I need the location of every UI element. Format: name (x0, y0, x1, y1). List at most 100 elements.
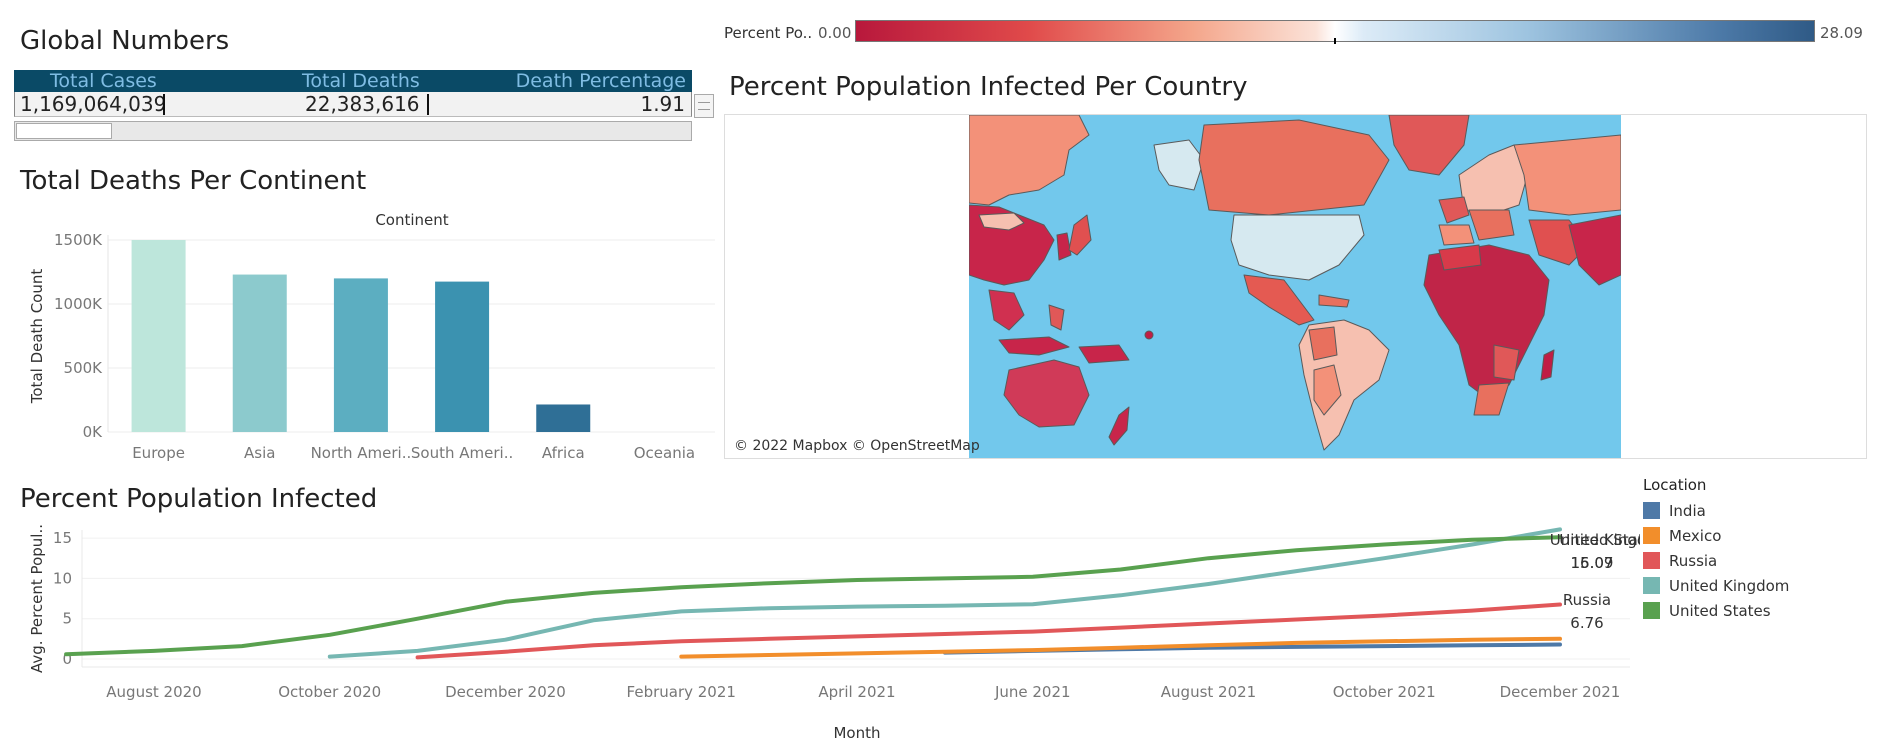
legend-label: United States (1669, 601, 1771, 620)
world-map[interactable] (969, 115, 1621, 458)
end-label-name: United Kingdom (1550, 531, 1640, 549)
value-total-cases: 1,169,064,039 (20, 92, 167, 116)
table-vertical-scrollbar[interactable] (694, 94, 714, 118)
country-shape (1438, 196, 1470, 224)
country-shape (1198, 119, 1390, 216)
color-legend-max: 28.09 (1820, 24, 1863, 42)
global-numbers-title: Global Numbers (20, 26, 230, 56)
country-shape (1153, 139, 1205, 191)
legend-label: Russia (1669, 551, 1718, 570)
country-shape (988, 289, 1025, 331)
y-tick-label: 15 (53, 529, 72, 547)
x-tick-label: North Ameri.. (311, 444, 412, 462)
x-tick-label: August 2020 (106, 683, 201, 701)
bar (333, 278, 388, 432)
y-tick-label: 5 (62, 610, 72, 628)
y-tick-label: 1000K (54, 295, 103, 313)
country-shape (1003, 359, 1090, 428)
country-shape (1473, 382, 1510, 416)
header-total-deaths: Total Deaths (302, 70, 420, 92)
legend-item-russia[interactable]: Russia (1643, 548, 1789, 573)
x-tick-label: June 2021 (994, 683, 1071, 701)
continent-bar-chart: Continent 0K 500K 1000K 1500K Total Death Cou… (28, 211, 715, 462)
continent-chart-title: Total Deaths Per Continent (20, 166, 367, 196)
legend-swatch (1643, 577, 1660, 594)
country-shape (1318, 294, 1350, 308)
x-tick-label: Oceania (634, 444, 695, 462)
series-line (327, 527, 1562, 659)
bar (435, 281, 490, 432)
scrollbar-thumb[interactable] (16, 123, 112, 139)
x-axis-title: Month (833, 724, 880, 740)
series-line (679, 636, 1562, 659)
country-shape (1513, 134, 1621, 216)
bar (536, 404, 591, 432)
series-line (64, 535, 1562, 657)
world-map-shapes (969, 115, 1621, 451)
end-label-name: Russia (1563, 591, 1611, 609)
island-shape (1540, 349, 1555, 381)
x-tick-label: Asia (244, 444, 275, 462)
infected-chart-title: Percent Population Infected (20, 484, 378, 514)
end-label-name: United States (1559, 531, 1640, 549)
x-tick-label: August 2021 (1161, 683, 1256, 701)
table-row[interactable]: 1,169,064,039 22,383,616 1.91 (14, 92, 692, 117)
island-shape (1144, 330, 1154, 340)
legend-item-united-kingdom[interactable]: United Kingdom (1643, 573, 1789, 598)
color-legend-min: 0.00 (818, 24, 852, 42)
country-shape (978, 212, 1025, 231)
map-attribution: © 2022 Mapbox © OpenStreetMap (734, 438, 980, 454)
country-shape (1388, 115, 1470, 176)
y-axis-title: Total Death Count (28, 269, 46, 405)
y-tick-label: 500K (64, 359, 104, 377)
legend-label: Mexico (1669, 526, 1722, 545)
cell-separator (427, 94, 429, 115)
legend-item-india[interactable]: India (1643, 498, 1789, 523)
x-tick-label: Africa (542, 444, 585, 462)
country-shape (1438, 224, 1475, 246)
country-shape (1108, 406, 1130, 446)
table-header: Total Cases Total Deaths Death Percentag… (14, 70, 692, 92)
table-horizontal-scrollbar[interactable] (14, 121, 692, 141)
country-shape (1493, 344, 1520, 381)
legend-title: Location (1643, 476, 1707, 494)
x-tick-label: December 2021 (1500, 683, 1621, 701)
country-shape (1048, 304, 1065, 331)
x-tick-label: December 2020 (445, 683, 566, 701)
country-shape (1313, 364, 1342, 416)
x-tick-label: Europe (132, 444, 185, 462)
header-total-cases: Total Cases (50, 70, 157, 92)
country-shape (1068, 214, 1092, 256)
global-numbers-table: Total Cases Total Deaths Death Percentag… (14, 70, 692, 117)
country-shape (1568, 214, 1621, 286)
y-tick-label: 10 (53, 569, 72, 587)
x-tick-label: April 2021 (818, 683, 895, 701)
country-shape (969, 115, 1090, 206)
legend-label: United Kingdom (1669, 576, 1790, 595)
y-tick-label: 0 (62, 650, 72, 668)
location-legend: Location India Mexico Russia United King… (1643, 476, 1789, 623)
color-legend-label: Percent Po.. (724, 24, 813, 42)
legend-swatch (1643, 602, 1660, 619)
x-axis-title: Continent (375, 211, 448, 229)
legend-swatch (1643, 502, 1660, 519)
legend-label: India (1669, 501, 1706, 520)
country-shape (1078, 344, 1130, 364)
color-legend-marker (1334, 38, 1336, 44)
country-shape (998, 336, 1070, 356)
infected-line-chart: 0 5 10 15 Avg. Percent Popul.. August 2020 Oct… (28, 524, 1640, 740)
country-shape (1230, 214, 1365, 281)
legend-item-united-states[interactable]: United States (1643, 598, 1789, 623)
map-title: Percent Population Infected Per Country (729, 72, 1248, 102)
y-tick-label: 0K (83, 423, 104, 441)
value-death-percentage: 1.91 (640, 92, 685, 116)
end-label-value: 16.07 (1571, 554, 1614, 572)
country-shape (1438, 244, 1482, 271)
x-tick-label: South Ameri.. (411, 444, 513, 462)
legend-swatch (1643, 552, 1660, 569)
end-label-value: 6.76 (1570, 614, 1603, 632)
country-shape (1243, 274, 1315, 326)
x-tick-label: October 2021 (1333, 683, 1436, 701)
header-death-percentage: Death Percentage (515, 70, 686, 92)
legend-item-mexico[interactable]: Mexico (1643, 523, 1789, 548)
